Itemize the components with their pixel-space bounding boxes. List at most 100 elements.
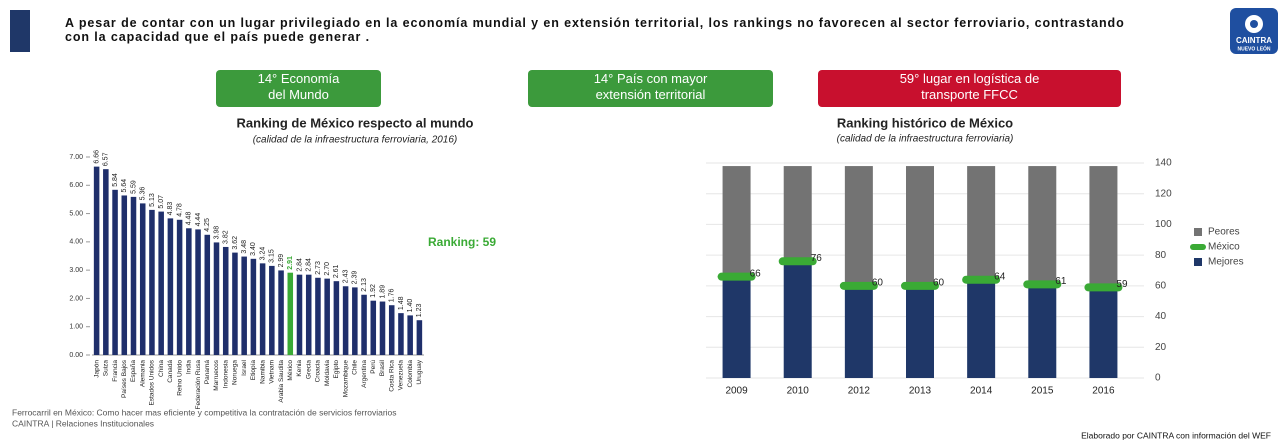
- x-tick-label: Croacia: [315, 360, 322, 383]
- bar-segment: [783, 261, 812, 378]
- x-tick-label: 2016: [1092, 386, 1115, 397]
- x-tick-label: Canadá: [167, 360, 174, 383]
- value-label: 1.23: [416, 303, 423, 317]
- value-label: 5.36: [140, 187, 147, 201]
- value-label: 6.66: [93, 150, 100, 164]
- y-tick-label: 120: [1155, 188, 1172, 199]
- value-label: 76: [811, 253, 823, 264]
- y-tick-label: 3.00: [69, 267, 83, 274]
- value-label: 60: [933, 277, 945, 288]
- value-label: 3.15: [269, 249, 276, 263]
- marker: [778, 257, 817, 266]
- bar-segment: [722, 166, 751, 277]
- bar: [287, 272, 294, 355]
- x-tick-label: Colombia: [407, 360, 414, 388]
- x-tick-label: España: [130, 360, 137, 382]
- value-label: 4.83: [167, 202, 174, 216]
- legend-swatch: [1194, 258, 1202, 266]
- highlight-text: 14° País con mayor extensión territorial: [594, 71, 708, 102]
- bar: [149, 209, 155, 355]
- logo-subtext: NUEVO LEÓN: [1237, 44, 1270, 52]
- bar-segment: [1028, 166, 1057, 285]
- x-tick-label: Estados Unidos: [149, 359, 156, 405]
- bar: [379, 301, 386, 355]
- value-label: 4.48: [186, 212, 193, 226]
- bar: [388, 305, 395, 355]
- x-tick-label: Argentina: [361, 360, 368, 388]
- value-label: 2.39: [352, 271, 359, 285]
- value-label: 3.62: [232, 236, 239, 250]
- bar-segment: [1089, 287, 1118, 378]
- value-label: 2.84: [306, 258, 313, 272]
- value-label: 5.84: [112, 173, 119, 187]
- chart-subtitle: (calidad de la infraestructura ferroviar…: [253, 135, 458, 146]
- value-label: 1.76: [389, 288, 396, 302]
- x-tick-label: Reino Unido: [176, 360, 183, 396]
- y-tick-label: 0.00: [69, 352, 83, 359]
- highlight-box: [818, 70, 1121, 107]
- footer-text: Ferrocarril en México: Como hacer mas ef…: [12, 407, 397, 417]
- bar: [352, 287, 358, 355]
- bar: [333, 281, 340, 355]
- value-label: 59: [1116, 279, 1128, 290]
- bar: [278, 270, 284, 355]
- x-tick-label: 2012: [848, 386, 871, 397]
- value-label: 2.70: [324, 262, 331, 276]
- value-label: 5.59: [130, 180, 137, 194]
- bar: [269, 265, 275, 355]
- chart-title: Ranking histórico de México: [837, 115, 1013, 130]
- value-label: 2.61: [333, 264, 340, 278]
- value-label: 1.40: [407, 299, 414, 313]
- x-tick-label: Noruega: [232, 360, 239, 385]
- bar: [342, 286, 349, 355]
- marker: [901, 281, 939, 290]
- logo-icon-center: [1250, 20, 1258, 28]
- bar-segment: [722, 276, 751, 378]
- value-label: 3.24: [259, 247, 266, 261]
- x-tick-label: Israel: [241, 359, 248, 375]
- x-tick-label: México: [287, 360, 294, 381]
- bar: [139, 203, 146, 355]
- bar-segment: [783, 166, 812, 262]
- value-label: 4.25: [204, 218, 211, 232]
- bar: [158, 211, 164, 355]
- x-tick-label: Brasil: [379, 359, 386, 376]
- x-tick-label: Moldavia: [324, 360, 331, 386]
- bar: [407, 315, 413, 355]
- bar-segment: [844, 166, 873, 286]
- highlight-text: 59° lugar en logística de transporte FFCC: [900, 71, 1040, 102]
- x-tick-label: 2013: [909, 386, 932, 397]
- bar: [130, 196, 137, 355]
- value-label: 3.40: [250, 242, 257, 256]
- x-tick-label: Francia: [112, 360, 119, 382]
- x-tick-label: Marruecos: [213, 359, 220, 390]
- y-tick-label: 6.00: [69, 182, 83, 189]
- marker: [1084, 283, 1123, 292]
- bar: [176, 219, 183, 355]
- y-tick-label: 1.00: [69, 324, 83, 331]
- bar: [361, 294, 367, 355]
- x-tick-label: Uruguay: [416, 359, 423, 384]
- bar: [93, 166, 100, 355]
- header-accent: [10, 10, 30, 52]
- bar: [398, 313, 404, 355]
- bar: [370, 300, 377, 355]
- footer-credit: Elaborado por CAINTRA con información de…: [1081, 430, 1271, 440]
- bar-segment: [967, 166, 996, 280]
- value-label: 1.48: [398, 296, 405, 310]
- y-tick-label: 20: [1155, 342, 1167, 353]
- x-tick-label: 2010: [787, 386, 810, 397]
- value-label: 2.99: [278, 254, 285, 268]
- bar: [324, 278, 330, 355]
- bar: [315, 277, 321, 355]
- bar-segment: [967, 279, 996, 378]
- x-tick-label: Perú: [370, 360, 377, 374]
- value-label: 5.07: [158, 195, 165, 209]
- y-tick-label: 60: [1155, 280, 1167, 291]
- x-tick-label: Alemania: [139, 360, 146, 387]
- x-tick-label: Países Bajos: [121, 359, 128, 398]
- marker: [962, 275, 1001, 284]
- value-label: 61: [1055, 276, 1067, 287]
- logo-text: CAINTRA: [1236, 36, 1272, 45]
- chart-subtitle: (calidad de la infraestructura ferroviar…: [837, 134, 1014, 145]
